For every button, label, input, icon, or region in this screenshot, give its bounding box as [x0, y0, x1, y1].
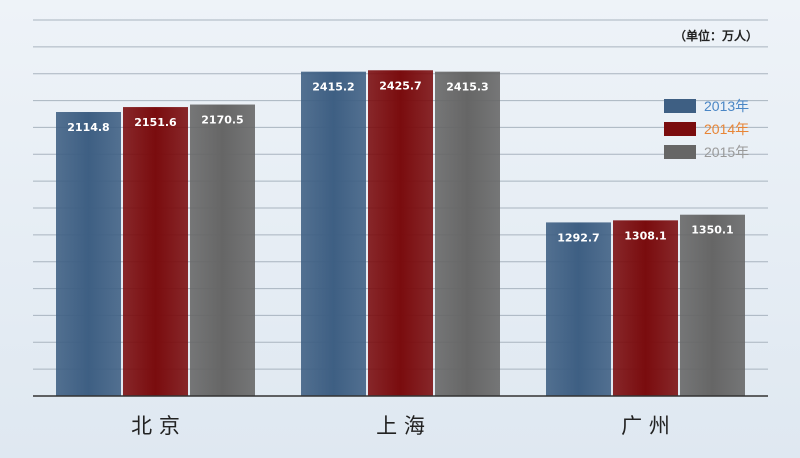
bar-2013年-广州 [546, 222, 611, 396]
legend-swatch [664, 144, 696, 159]
legend-label: 2014年 [704, 120, 750, 137]
bar-2015年-北京 [190, 104, 255, 396]
category-label: 北 京 [131, 414, 180, 438]
data-label: 2415.3 [446, 81, 488, 94]
category-label: 上 海 [376, 414, 425, 438]
data-label: 2425.7 [379, 79, 421, 92]
data-label: 1350.1 [691, 224, 733, 237]
bar-2014年-北京 [123, 107, 188, 396]
legend-item: 2013年 [664, 94, 749, 117]
category-label: 广 州 [621, 414, 670, 438]
legend-item: 2015年 [664, 140, 749, 163]
bar-2015年-广州 [680, 214, 745, 396]
unit-label: （单位：万人） [673, 29, 758, 43]
legend-swatch [664, 98, 696, 113]
data-label: 1308.1 [624, 229, 666, 242]
legend-swatch [664, 121, 696, 136]
data-label: 2151.6 [134, 116, 177, 129]
bar-2014年-广州 [613, 220, 678, 396]
data-label: 2415.2 [312, 81, 354, 94]
bar-2013年-北京 [56, 112, 121, 396]
legend-label: 2015年 [704, 143, 750, 160]
legend-item: 2014年 [664, 117, 749, 140]
legend: 2013年 2014年 2015年 [664, 94, 749, 163]
data-label: 2170.5 [201, 114, 243, 127]
data-label: 1292.7 [557, 231, 599, 244]
legend-label: 2013年 [704, 97, 750, 114]
bar-2013年-上海 [301, 71, 366, 396]
bar-2015年-上海 [435, 71, 500, 396]
bar-2014年-上海 [368, 70, 433, 396]
data-label: 2114.8 [67, 121, 109, 134]
